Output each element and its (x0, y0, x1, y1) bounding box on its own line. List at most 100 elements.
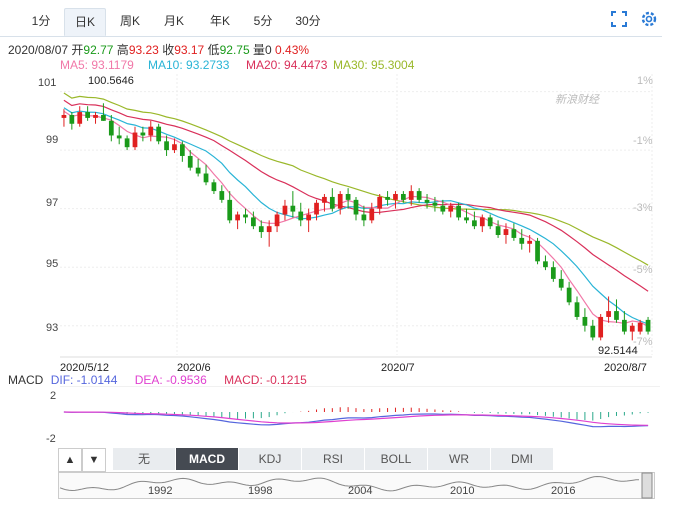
candle[interactable] (69, 112, 75, 130)
candle[interactable] (85, 106, 90, 121)
candle[interactable] (385, 191, 390, 206)
candle[interactable] (329, 188, 335, 212)
candle[interactable] (393, 191, 398, 209)
candle[interactable] (408, 185, 414, 206)
candle[interactable] (258, 220, 264, 238)
pct-tick-m1: -1% (633, 135, 653, 147)
candle[interactable] (629, 322, 635, 341)
kline-chart[interactable]: 新浪财经 100.5646 92.5144 101 99 97 95 93 1%… (0, 70, 683, 382)
candle[interactable] (124, 135, 130, 151)
candle[interactable] (266, 220, 272, 247)
tab-5min[interactable]: 5分 (253, 14, 273, 28)
candle[interactable] (140, 126, 146, 142)
candle[interactable] (361, 205, 367, 227)
indicator-rsi[interactable]: RSI (302, 448, 365, 470)
candle[interactable] (400, 191, 406, 203)
candle[interactable] (211, 179, 217, 195)
candle[interactable] (345, 188, 351, 209)
candle[interactable] (377, 194, 383, 215)
candle[interactable] (243, 208, 248, 224)
candle[interactable] (164, 135, 169, 156)
min-price-label: 92.5144 (598, 345, 638, 357)
candle[interactable] (582, 308, 588, 332)
candle[interactable] (93, 112, 98, 124)
candle[interactable] (306, 208, 312, 233)
candle[interactable] (598, 314, 604, 341)
tab-daily-k[interactable]: 日K (64, 8, 106, 36)
fullscreen-icon[interactable] (610, 10, 628, 28)
candle[interactable] (479, 214, 485, 233)
candle[interactable] (614, 299, 619, 323)
candle[interactable] (290, 191, 296, 218)
candle[interactable] (487, 214, 493, 230)
candle[interactable] (606, 296, 611, 323)
candle[interactable] (527, 234, 533, 253)
ma10-label: MA10: 93.2733 (148, 58, 230, 72)
candle[interactable] (637, 319, 643, 335)
candle[interactable] (235, 211, 240, 230)
candle[interactable] (61, 109, 67, 127)
scroll-left-button[interactable]: ▲ (58, 448, 82, 472)
candle[interactable] (203, 164, 209, 186)
candle[interactable] (314, 199, 319, 221)
candle[interactable] (337, 191, 343, 215)
candle[interactable] (156, 123, 162, 145)
candle[interactable] (464, 208, 469, 224)
settings-icon[interactable] (640, 10, 658, 28)
candle[interactable] (77, 106, 83, 127)
scroll-right-button[interactable]: ▼ (82, 448, 106, 472)
candle[interactable] (456, 202, 461, 221)
candle[interactable] (298, 202, 304, 227)
candle[interactable] (219, 185, 225, 203)
candle[interactable] (322, 194, 327, 212)
candle[interactable] (519, 229, 525, 250)
candle[interactable] (432, 196, 438, 212)
candle[interactable] (282, 199, 288, 221)
candle[interactable] (645, 316, 651, 335)
candle[interactable] (503, 223, 509, 244)
candle[interactable] (187, 150, 193, 171)
tab-monthly-k[interactable]: 月K (163, 14, 184, 28)
candle[interactable] (495, 220, 501, 238)
candle[interactable] (274, 211, 280, 233)
tab-weekly-k[interactable]: 周K (119, 14, 140, 28)
indicator-boll[interactable]: BOLL (365, 448, 428, 470)
candle[interactable] (369, 202, 375, 224)
tab-yearly-k[interactable]: 年K (209, 14, 230, 28)
candle[interactable] (511, 223, 517, 241)
indicator-kdj[interactable]: KDJ (239, 448, 302, 470)
candle[interactable] (251, 211, 256, 230)
candle[interactable] (179, 141, 185, 162)
candle[interactable] (558, 270, 564, 291)
candle[interactable] (566, 281, 572, 306)
candle[interactable] (116, 126, 122, 145)
candle[interactable] (195, 158, 201, 177)
navigator-handle[interactable] (641, 472, 653, 499)
candle[interactable] (353, 196, 359, 221)
tab-1min[interactable]: 1分 (31, 14, 51, 28)
tab-30min[interactable]: 30分 (295, 14, 321, 28)
candle[interactable] (172, 138, 177, 154)
candle[interactable] (108, 114, 114, 142)
candle[interactable] (535, 237, 540, 265)
candle[interactable] (440, 199, 446, 215)
candle[interactable] (543, 255, 548, 271)
candle[interactable] (101, 103, 106, 121)
candle[interactable] (132, 126, 138, 151)
candle[interactable] (574, 296, 580, 320)
candle[interactable] (424, 194, 430, 209)
indicator-dmi[interactable]: DMI (491, 448, 554, 470)
indicator-macd[interactable]: MACD (176, 448, 239, 470)
candle[interactable] (416, 188, 422, 203)
candle[interactable] (472, 211, 477, 230)
macd-chart[interactable]: 2 -2 (0, 386, 683, 446)
candle[interactable] (590, 319, 596, 341)
candle[interactable] (227, 191, 233, 224)
candle[interactable] (550, 261, 556, 282)
indicator-none[interactable]: 无 (113, 448, 176, 470)
indicator-wr[interactable]: WR (428, 448, 491, 470)
candle[interactable] (148, 120, 154, 142)
history-navigator[interactable]: 1992 1998 2004 2010 2016 (58, 472, 656, 500)
candle[interactable] (448, 202, 454, 218)
candle[interactable] (622, 311, 627, 335)
